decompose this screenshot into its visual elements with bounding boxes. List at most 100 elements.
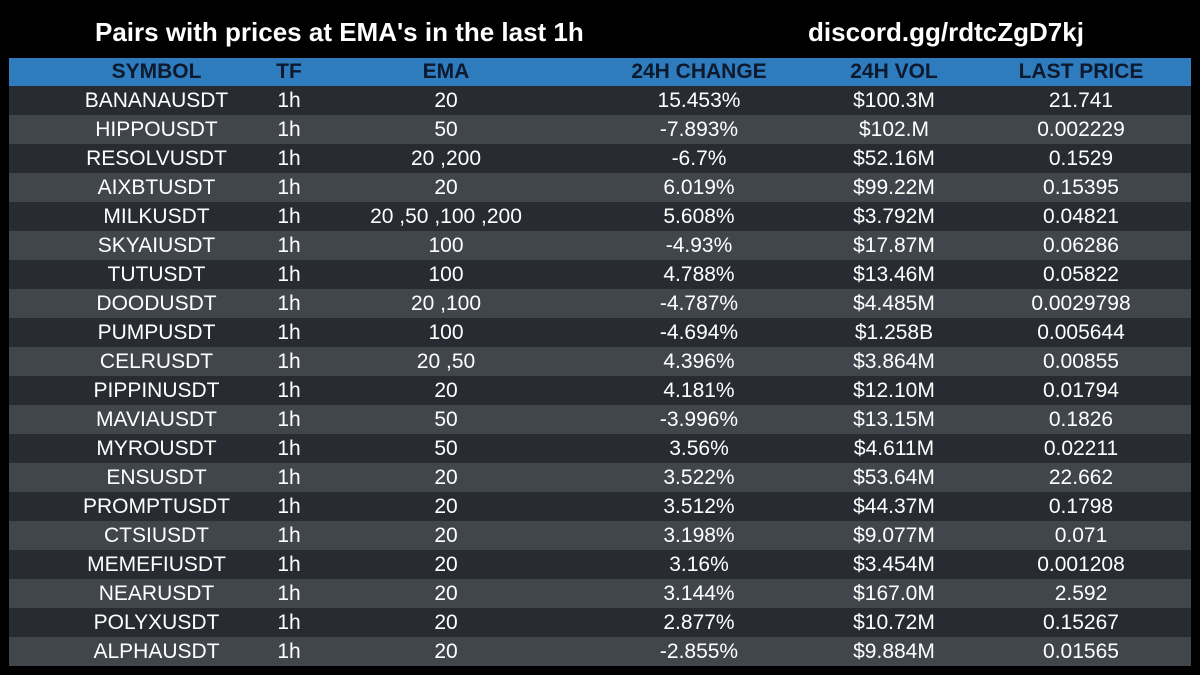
tf-cell: 1h [277, 205, 301, 228]
tf-cell: 1h [277, 466, 301, 489]
table-row: AIXBTUSDT 1h 20 6.019% $99.22M 0.15395 [9, 173, 1191, 202]
change-cell: 3.144% [663, 582, 735, 605]
price-cell: 0.1529 [1048, 147, 1114, 170]
volume-cell: $3.792M [853, 205, 935, 228]
change-cell: 3.198% [663, 524, 735, 547]
change-cell: 4.181% [663, 379, 735, 402]
ema-cell: 50 [434, 437, 458, 460]
ema-cell: 20 [434, 553, 458, 576]
column-header-ema: EMA [422, 60, 470, 83]
volume-cell: $13.46M [853, 263, 935, 286]
tf-cell: 1h [277, 611, 301, 634]
ema-cell: 20 [434, 611, 458, 634]
ema-cell: 20 [434, 582, 458, 605]
change-cell: 15.453% [657, 89, 741, 112]
table-row: CTSIUSDT 1h 20 3.198% $9.077M 0.071 [9, 521, 1191, 550]
volume-cell: $52.16M [853, 147, 935, 170]
pairs-table: SYMBOL TF EMA 24H CHANGE 24H VOL LAST PR… [9, 58, 1191, 666]
table-row: NEARUSDT 1h 20 3.144% $167.0M 2.592 [9, 579, 1191, 608]
table-row: MAVIAUSDT 1h 50 -3.996% $13.15M 0.1826 [9, 405, 1191, 434]
discord-link[interactable]: discord.gg/rdtcZgD7kj [808, 17, 1084, 47]
volume-cell: $102.M [858, 118, 930, 141]
symbol-cell: ALPHAUSDT [93, 640, 220, 663]
ema-cell: 20 ,200 [410, 147, 482, 170]
page-title: Pairs with prices at EMA's in the last 1… [95, 17, 584, 47]
volume-cell: $3.454M [853, 553, 935, 576]
table-row: PUMPUSDT 1h 100 -4.694% $1.258B 0.005644 [9, 318, 1191, 347]
table-row: HIPPOUSDT 1h 50 -7.893% $102.M 0.002229 [9, 115, 1191, 144]
table-row: DOODUSDT 1h 20 ,100 -4.787% $4.485M 0.0029798 [9, 289, 1191, 318]
volume-cell: $1.258B [854, 321, 934, 344]
price-cell: 0.002229 [1037, 118, 1125, 141]
price-cell: 0.15267 [1043, 611, 1119, 634]
ema-cell: 20 [434, 495, 458, 518]
symbol-cell: CTSIUSDT [104, 524, 209, 547]
tf-cell: 1h [277, 582, 301, 605]
price-cell: 0.071 [1054, 524, 1108, 547]
ema-cell: 20 [434, 89, 458, 112]
ema-cell: 20 ,100 [410, 292, 482, 315]
ema-cell: 20 [434, 466, 458, 489]
symbol-cell: MILKUSDT [103, 205, 210, 228]
tf-cell: 1h [277, 147, 301, 170]
symbol-cell: DOODUSDT [96, 292, 217, 315]
symbol-cell: PUMPUSDT [97, 321, 216, 344]
tf-cell: 1h [277, 553, 301, 576]
change-cell: 3.16% [669, 553, 729, 576]
table-body: BANANAUSDT 1h 20 15.453% $100.3M 21.741 HIPPOU… [9, 86, 1191, 666]
ema-cell: 50 [434, 118, 458, 141]
volume-cell: $17.87M [853, 234, 935, 257]
price-cell: 0.0029798 [1031, 292, 1131, 315]
symbol-cell: RESOLVUSDT [86, 147, 227, 170]
ema-cell: 100 [428, 321, 464, 344]
symbol-cell: AIXBTUSDT [97, 176, 216, 199]
tf-cell: 1h [277, 437, 301, 460]
table-row: ALPHAUSDT 1h 20 -2.855% $9.884M 0.01565 [9, 637, 1191, 666]
table-row: RESOLVUSDT 1h 20 ,200 -6.7% $52.16M 0.1529 [9, 144, 1191, 173]
symbol-cell: HIPPOUSDT [95, 118, 218, 141]
price-cell: 0.1826 [1048, 408, 1114, 431]
symbol-cell: POLYXUSDT [93, 611, 220, 634]
price-cell: 0.01565 [1043, 640, 1119, 663]
price-cell: 22.662 [1048, 466, 1114, 489]
price-cell: 0.01794 [1043, 379, 1119, 402]
volume-cell: $3.864M [853, 350, 935, 373]
volume-cell: $4.611M [853, 437, 935, 460]
price-cell: 0.15395 [1043, 176, 1119, 199]
symbol-cell: CELRUSDT [99, 350, 214, 373]
price-cell: 0.04821 [1043, 205, 1119, 228]
symbol-cell: MEMEFIUSDT [87, 553, 226, 576]
price-cell: 0.1798 [1048, 495, 1114, 518]
symbol-cell: PIPPINUSDT [93, 379, 220, 402]
tf-cell: 1h [277, 321, 301, 344]
table-row: MILKUSDT 1h 20 ,50 ,100 ,200 5.608% $3.792M 0… [9, 202, 1191, 231]
tf-cell: 1h [277, 118, 301, 141]
table-row: POLYXUSDT 1h 20 2.877% $10.72M 0.15267 [9, 608, 1191, 637]
volume-cell: $167.0M [853, 582, 935, 605]
change-cell: 3.512% [663, 495, 735, 518]
tf-cell: 1h [277, 292, 301, 315]
change-cell: 4.396% [663, 350, 735, 373]
tf-cell: 1h [277, 495, 301, 518]
table-row: BANANAUSDT 1h 20 15.453% $100.3M 21.741 [9, 86, 1191, 115]
table-row: PROMPTUSDT 1h 20 3.512% $44.37M 0.1798 [9, 492, 1191, 521]
change-cell: -7.893% [659, 118, 739, 141]
tf-cell: 1h [277, 234, 301, 257]
table-row: SKYAIUSDT 1h 100 -4.93% $17.87M 0.06286 [9, 231, 1191, 260]
volume-cell: $10.72M [853, 611, 935, 634]
table-row: CELRUSDT 1h 20 ,50 4.396% $3.864M 0.00855 [9, 347, 1191, 376]
column-header-24h-change: 24H CHANGE [631, 60, 767, 83]
change-cell: 3.522% [663, 466, 735, 489]
column-header-symbol: SYMBOL [111, 60, 202, 83]
price-cell: 21.741 [1048, 89, 1114, 112]
symbol-cell: NEARUSDT [98, 582, 215, 605]
tf-cell: 1h [277, 350, 301, 373]
price-cell: 0.02211 [1043, 437, 1119, 460]
change-cell: 4.788% [663, 263, 735, 286]
price-cell: 2.592 [1054, 582, 1108, 605]
column-header-last-price: LAST PRICE [1018, 60, 1144, 83]
price-cell: 0.06286 [1043, 234, 1119, 257]
symbol-cell: TUTUSDT [107, 263, 206, 286]
table-row: ENSUSDT 1h 20 3.522% $53.64M 22.662 [9, 463, 1191, 492]
ema-cell: 50 [434, 408, 458, 431]
